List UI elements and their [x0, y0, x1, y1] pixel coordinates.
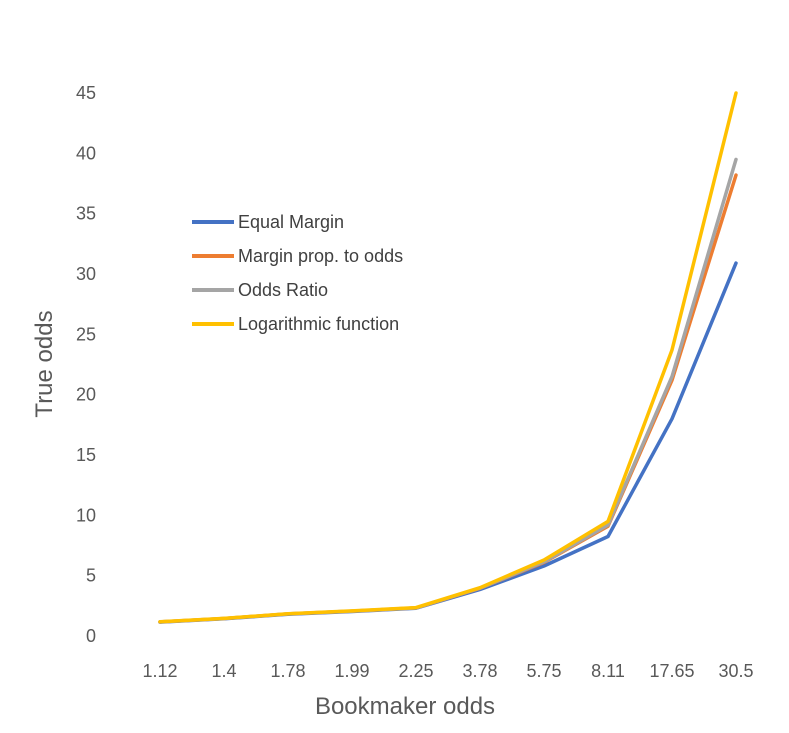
x-tick-label: 1.12 — [142, 661, 177, 681]
y-tick-label: 10 — [76, 505, 96, 525]
y-tick-label: 40 — [76, 143, 96, 163]
legend-label: Odds Ratio — [238, 280, 328, 300]
x-tick-label: 8.11 — [591, 661, 625, 681]
x-tick-label: 30.5 — [718, 661, 753, 681]
y-axis-title: True odds — [31, 310, 58, 417]
x-axis-ticks: 1.12 1.4 1.78 1.99 2.25 3.78 5.75 8.11 17.65 30.5 — [142, 661, 753, 681]
y-tick-label: 45 — [76, 83, 96, 103]
y-axis-ticks: 0 5 10 15 20 25 30 35 40 45 — [76, 83, 96, 646]
series-lines — [158, 91, 738, 624]
legend-label: Equal Margin — [238, 212, 344, 232]
series-line-logarithmic-function — [158, 91, 738, 624]
x-tick-label: 2.25 — [398, 661, 433, 681]
y-tick-label: 15 — [76, 445, 96, 465]
y-tick-label: 20 — [76, 385, 96, 405]
y-tick-label: 0 — [86, 626, 96, 646]
x-tick-label: 17.65 — [649, 661, 694, 681]
x-tick-label: 5.75 — [526, 661, 561, 681]
x-tick-label: 1.99 — [334, 661, 369, 681]
y-tick-label: 35 — [76, 204, 96, 224]
x-tick-label: 1.4 — [211, 661, 236, 681]
y-tick-label: 25 — [76, 324, 96, 344]
series-line-margin-prop-to-odds — [158, 173, 738, 624]
legend-label: Margin prop. to odds — [238, 246, 403, 266]
y-tick-label: 5 — [86, 566, 96, 586]
x-tick-label: 3.78 — [462, 661, 497, 681]
x-tick-label: 1.78 — [270, 661, 305, 681]
x-axis-title: Bookmaker odds — [315, 693, 495, 720]
y-tick-label: 30 — [76, 264, 96, 284]
legend-label: Logarithmic function — [238, 314, 399, 334]
legend: Equal Margin Margin prop. to odds Odds Rat… — [192, 212, 403, 334]
